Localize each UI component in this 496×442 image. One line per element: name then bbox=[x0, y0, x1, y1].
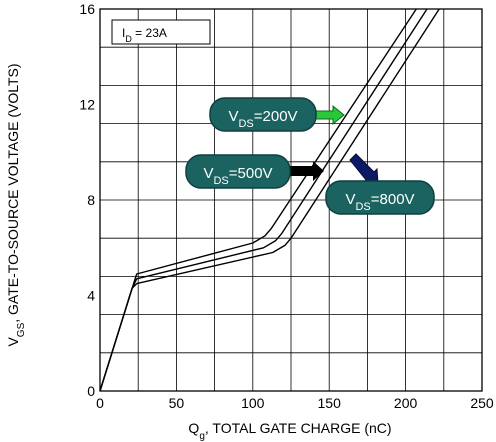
curves bbox=[99, 8, 440, 392]
arrow-icon bbox=[349, 153, 379, 185]
series-tag-vds-800: VDS=800V bbox=[325, 153, 435, 215]
condition-label-box: ID = 23A bbox=[111, 19, 211, 45]
y-tick-labels: 0 4 8 12 16 bbox=[79, 1, 95, 399]
y-tick-label: 4 bbox=[87, 288, 95, 304]
arrow-icon bbox=[313, 104, 345, 126]
x-tick-label: 150 bbox=[318, 395, 342, 411]
arrow-icon bbox=[286, 161, 324, 181]
x-tick-label: 250 bbox=[470, 395, 494, 411]
y-axis-title: VGS, GATE-TO-SOURCE VOLTAGE (VOLTS) bbox=[5, 63, 27, 346]
y-tick-label: 12 bbox=[79, 97, 95, 113]
y-tick-label: 16 bbox=[79, 1, 95, 17]
svg-text:VDS=500V: VDS=500V bbox=[203, 165, 272, 187]
x-tick-labels: 0 50 100 150 200 250 bbox=[96, 395, 494, 411]
plot-frame bbox=[99, 8, 483, 392]
x-tick-label: 0 bbox=[96, 395, 104, 411]
y-tick-label: 8 bbox=[87, 192, 95, 208]
x-axis-title: Qg, TOTAL GATE CHARGE (nC) bbox=[188, 420, 391, 442]
svg-text:VDS=200V: VDS=200V bbox=[228, 108, 297, 130]
y-tick-label: 0 bbox=[87, 383, 95, 399]
svg-text:ID = 23A: ID = 23A bbox=[122, 26, 167, 44]
series-tag-vds-200: VDS=200V bbox=[209, 97, 345, 132]
x-tick-label: 100 bbox=[241, 395, 265, 411]
x-tick-label: 200 bbox=[394, 395, 418, 411]
series-tag-vds-500: VDS=500V bbox=[185, 154, 324, 189]
x-tick-label: 50 bbox=[169, 395, 185, 411]
series-line-2 bbox=[99, 8, 440, 392]
svg-text:VDS=800V: VDS=800V bbox=[345, 191, 414, 213]
